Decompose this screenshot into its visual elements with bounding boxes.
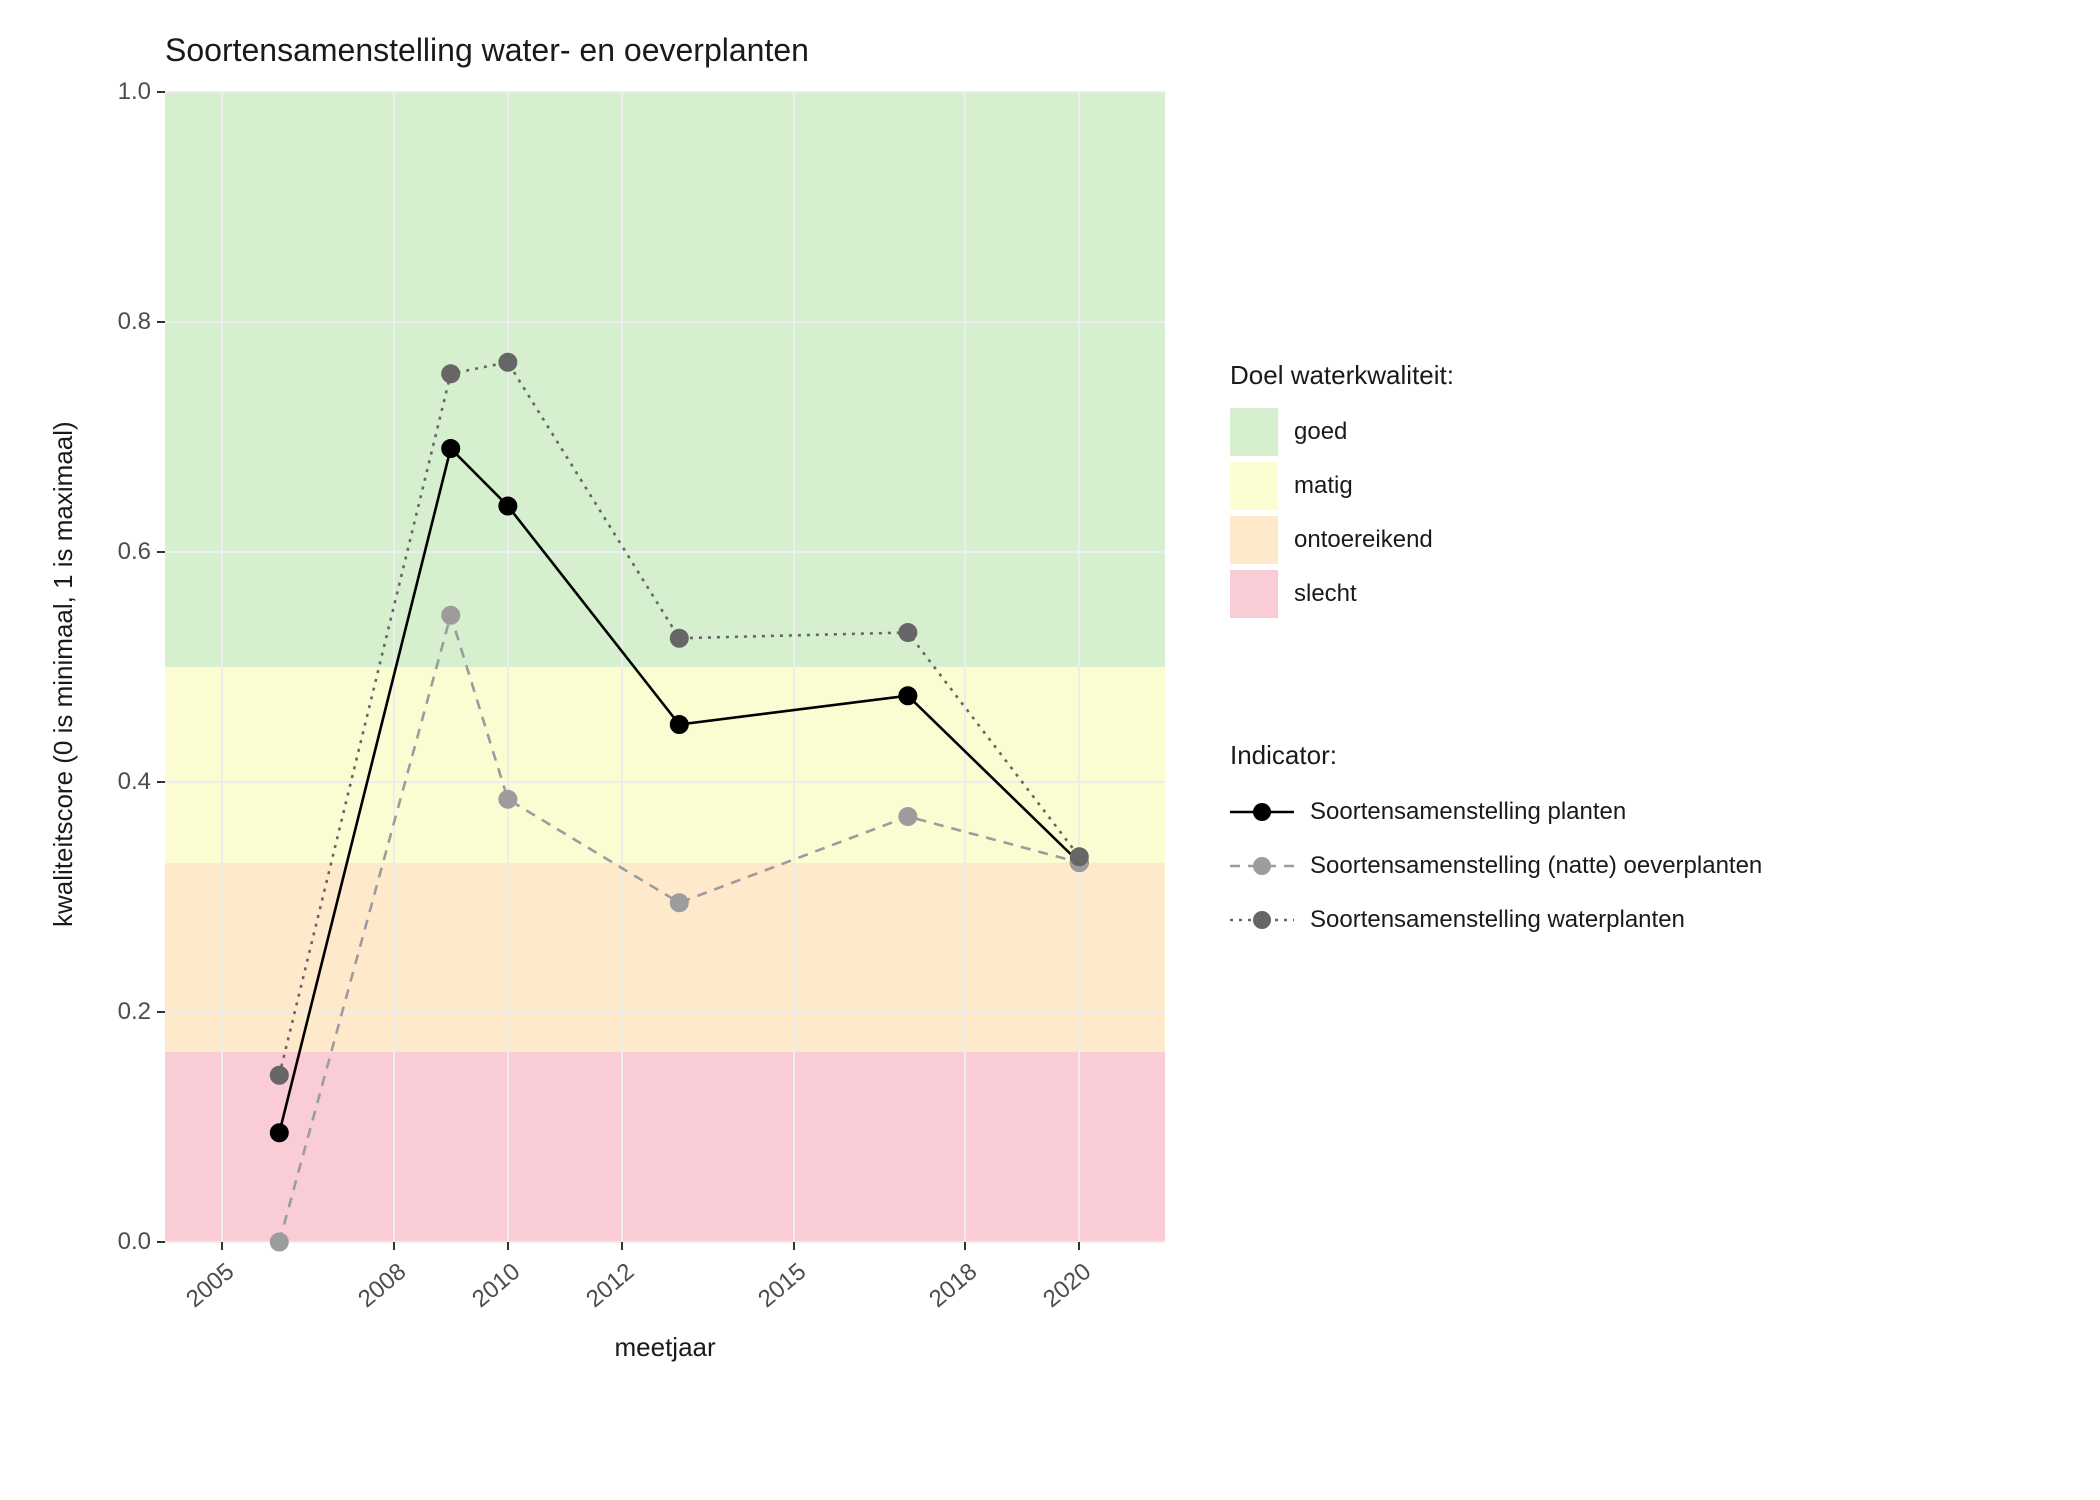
x-tick-label: 2005 — [181, 1258, 240, 1314]
legend-series-key — [1230, 896, 1294, 944]
legend-series-key — [1230, 842, 1294, 890]
legend-series-key — [1230, 788, 1294, 836]
x-tick-label: 2012 — [581, 1258, 640, 1314]
gridline-y — [165, 91, 1165, 93]
y-tick — [157, 321, 165, 323]
x-tick — [621, 1242, 623, 1250]
y-tick — [157, 91, 165, 93]
legend-band-label: ontoereikend — [1294, 526, 1433, 554]
x-tick — [393, 1242, 395, 1250]
legend-swatch — [1230, 462, 1278, 510]
gridline-x — [793, 92, 795, 1242]
gridline-x — [393, 92, 395, 1242]
y-tick-label: 0.0 — [118, 1228, 151, 1256]
y-tick-label: 0.2 — [118, 998, 151, 1026]
legend-band-label: matig — [1294, 472, 1353, 500]
y-tick-label: 0.6 — [118, 538, 151, 566]
legend-band-item-goed: goed — [1230, 405, 1454, 459]
y-tick — [157, 781, 165, 783]
legend-series-item-waterplanten: Soortensamenstelling waterplanten — [1230, 893, 1762, 947]
y-tick-label: 1.0 — [118, 78, 151, 106]
legend-series-label: Soortensamenstelling (natte) oeverplante… — [1310, 852, 1762, 880]
x-tick — [221, 1242, 223, 1250]
legend-series-label: Soortensamenstelling planten — [1310, 798, 1626, 826]
x-tick-label: 2008 — [353, 1258, 412, 1314]
legend-series-item-planten: Soortensamenstelling planten — [1230, 785, 1762, 839]
y-tick-label: 0.8 — [118, 308, 151, 336]
y-tick-label: 0.4 — [118, 768, 151, 796]
gridline-y — [165, 1241, 1165, 1243]
legend-band-item-slecht: slecht — [1230, 567, 1454, 621]
gridline-x — [507, 92, 509, 1242]
quality-band-goed — [165, 92, 1165, 667]
gridline-x — [221, 92, 223, 1242]
gridline-y — [165, 781, 1165, 783]
legend-series-title: Indicator: — [1230, 740, 1762, 771]
legend-series-label: Soortensamenstelling waterplanten — [1310, 906, 1685, 934]
y-tick — [157, 1241, 165, 1243]
x-axis-title: meetjaar — [615, 1332, 716, 1363]
x-tick-label: 2010 — [467, 1258, 526, 1314]
chart-title: Soortensamenstelling water- en oeverplan… — [165, 32, 809, 69]
legend-series-item-natte_oever: Soortensamenstelling (natte) oeverplante… — [1230, 839, 1762, 893]
legend-band-item-ontoereikend: ontoereikend — [1230, 513, 1454, 567]
y-tick — [157, 1011, 165, 1013]
legend-swatch — [1230, 516, 1278, 564]
gridline-x — [1078, 92, 1080, 1242]
legend-bands: Doel waterkwaliteit: goed matig ontoereike… — [1230, 360, 1454, 621]
x-tick — [1078, 1242, 1080, 1250]
legend-series: Indicator: Soortensamenstelling planten S… — [1230, 740, 1762, 947]
legend-band-item-matig: matig — [1230, 459, 1454, 513]
y-tick — [157, 551, 165, 553]
legend-swatch — [1230, 408, 1278, 456]
x-tick — [507, 1242, 509, 1250]
y-axis-title: kwaliteitscore (0 is minimaal, 1 is maxi… — [48, 421, 79, 927]
gridline-y — [165, 1011, 1165, 1013]
gridline-x — [621, 92, 623, 1242]
x-tick-label: 2015 — [753, 1258, 812, 1314]
quality-band-slecht — [165, 1052, 1165, 1242]
legend-swatch — [1230, 570, 1278, 618]
gridline-y — [165, 321, 1165, 323]
plot-panel — [165, 92, 1165, 1242]
x-tick — [793, 1242, 795, 1250]
legend-band-label: goed — [1294, 418, 1347, 446]
legend-band-label: slecht — [1294, 580, 1357, 608]
x-tick-label: 2018 — [924, 1258, 983, 1314]
x-tick-label: 2020 — [1038, 1258, 1097, 1314]
x-tick — [964, 1242, 966, 1250]
quality-band-matig — [165, 667, 1165, 863]
figure: Soortensamenstelling water- en oeverplan… — [0, 0, 2100, 1500]
gridline-y — [165, 551, 1165, 553]
quality-band-ontoereikend — [165, 863, 1165, 1053]
legend-bands-title: Doel waterkwaliteit: — [1230, 360, 1454, 391]
gridline-x — [964, 92, 966, 1242]
